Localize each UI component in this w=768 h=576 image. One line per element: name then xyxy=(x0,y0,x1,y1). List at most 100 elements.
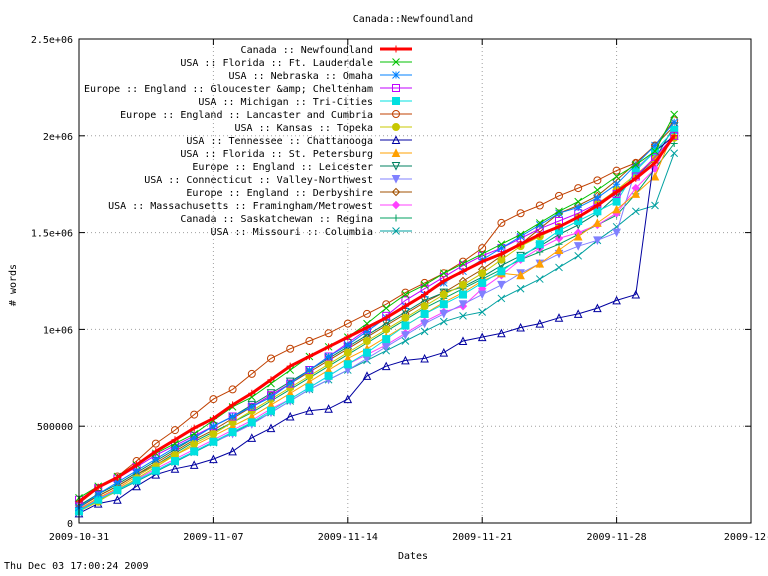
series-line xyxy=(78,134,676,503)
data-point xyxy=(343,348,352,357)
data-point xyxy=(391,162,401,171)
data-point xyxy=(439,317,448,326)
data-point xyxy=(478,244,487,253)
data-point xyxy=(517,240,525,248)
data-point xyxy=(305,337,314,346)
data-point xyxy=(420,319,429,329)
data-point xyxy=(631,289,641,299)
data-point xyxy=(439,290,448,299)
data-point xyxy=(401,321,410,330)
data-point xyxy=(593,193,602,202)
data-point xyxy=(209,437,218,446)
data-point xyxy=(631,189,641,198)
data-point xyxy=(324,352,333,361)
legend-entry: USA :: Florida :: Ft. Lauderdale xyxy=(180,58,412,69)
data-point xyxy=(497,267,506,276)
data-point xyxy=(401,290,410,299)
data-point xyxy=(266,423,276,433)
legend-label: Europe :: England :: Gloucester &amp; Ch… xyxy=(84,84,373,95)
data-point xyxy=(392,214,400,222)
data-point xyxy=(382,335,391,344)
plot-border xyxy=(78,38,752,524)
legend-label: USA :: Connecticut :: Valley-Northwest xyxy=(144,175,373,186)
legend-entry: USA :: Michigan :: Tri-Cities xyxy=(198,97,412,108)
data-point xyxy=(382,304,391,312)
data-point xyxy=(555,207,563,216)
data-point xyxy=(554,245,564,255)
data-point xyxy=(535,258,545,268)
data-point xyxy=(593,176,602,185)
data-point xyxy=(440,277,448,285)
data-point xyxy=(574,251,583,260)
data-point xyxy=(612,172,621,181)
data-point xyxy=(151,466,160,475)
x-axis-label: Dates xyxy=(398,551,428,562)
data-point xyxy=(459,290,467,299)
series-line xyxy=(78,129,675,510)
data-point xyxy=(343,394,353,404)
data-point xyxy=(631,207,640,216)
data-point xyxy=(535,221,544,229)
data-point xyxy=(392,58,400,66)
data-point xyxy=(420,281,429,289)
y-tick-label: 500000 xyxy=(37,422,73,433)
data-point xyxy=(363,309,371,318)
data-point xyxy=(573,242,583,251)
legend-entry: Canada :: Newfoundland xyxy=(241,45,412,56)
data-point xyxy=(324,371,333,380)
data-point xyxy=(247,433,257,442)
series-line xyxy=(78,135,675,514)
data-point xyxy=(267,376,275,384)
data-point xyxy=(650,171,660,181)
data-point xyxy=(593,236,602,245)
series-line xyxy=(78,121,675,508)
data-point xyxy=(497,328,506,338)
data-point xyxy=(267,393,275,402)
data-point xyxy=(593,303,602,313)
x-tick-label: 2009-11-14 xyxy=(318,532,378,543)
data-point xyxy=(247,418,256,427)
data-point xyxy=(391,200,401,210)
data-point xyxy=(392,45,400,53)
data-point xyxy=(536,231,544,239)
legend-label: Europe :: England :: Leicester xyxy=(192,162,373,173)
data-point xyxy=(516,232,525,241)
data-point xyxy=(209,395,218,404)
data-point xyxy=(632,174,640,182)
data-point xyxy=(392,227,400,235)
legend-entry: USA :: Florida :: St. Petersburg xyxy=(180,148,412,160)
data-point xyxy=(497,244,506,252)
y-tick-label: 0 xyxy=(67,519,73,530)
data-point xyxy=(555,263,563,272)
data-point xyxy=(573,231,583,241)
data-point xyxy=(170,464,180,473)
y-axis-ticks: 0 500000 1e+06 1.5e+06 2e+06 2.5e+06 xyxy=(31,35,751,530)
data-point xyxy=(535,240,544,249)
data-point xyxy=(171,443,179,452)
x-tick-label: 2009-11-28 xyxy=(586,532,646,543)
data-point xyxy=(152,447,160,455)
data-point xyxy=(478,258,486,266)
data-point xyxy=(401,337,410,345)
data-point xyxy=(612,166,621,175)
data-point xyxy=(324,360,333,369)
data-point xyxy=(612,180,621,189)
data-point xyxy=(477,332,487,342)
legend-label: USA :: Nebraska :: Omaha xyxy=(229,71,374,82)
series-line xyxy=(78,129,675,512)
series-layer xyxy=(74,110,679,518)
data-point xyxy=(478,278,487,287)
data-point xyxy=(344,333,352,341)
data-point xyxy=(574,184,583,193)
data-point xyxy=(190,433,199,442)
data-point xyxy=(266,389,276,398)
legend-entry: Europe :: England :: Derbyshire xyxy=(186,187,412,199)
data-point xyxy=(516,284,525,293)
data-point xyxy=(421,291,429,299)
series-line xyxy=(78,129,675,510)
data-point xyxy=(362,371,372,380)
data-point xyxy=(497,250,505,258)
data-point xyxy=(190,430,199,438)
y-axis-label: # words xyxy=(8,264,19,306)
x-tick-label: 2009-11-07 xyxy=(183,532,243,543)
